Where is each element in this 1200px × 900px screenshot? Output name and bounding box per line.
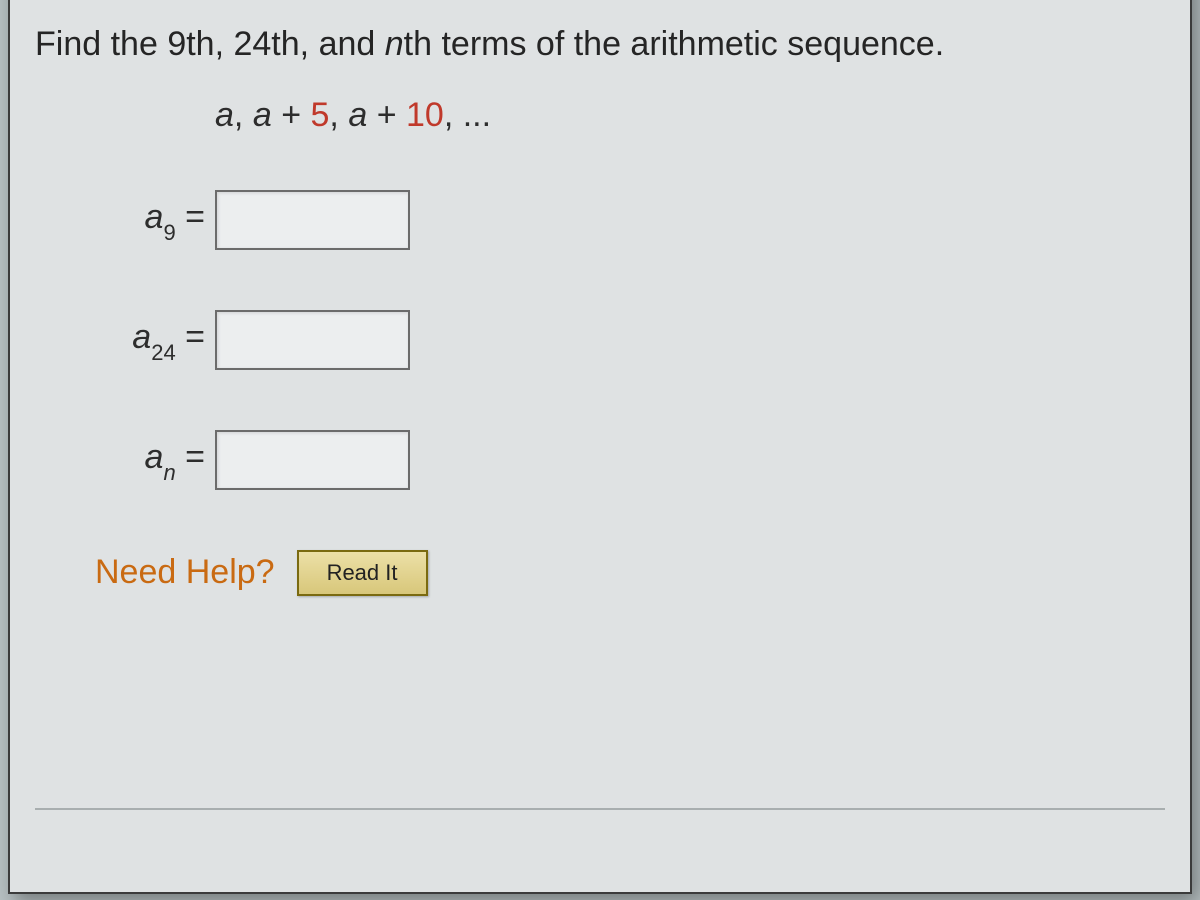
question-content: Find the 9th, 24th, and nth terms of the…	[35, 22, 1165, 596]
input-a9[interactable]	[215, 190, 410, 250]
seq-c2: ,	[329, 96, 348, 134]
input-a24[interactable]	[215, 310, 410, 370]
answer-row-a9: a9 =	[95, 190, 1165, 250]
seq-t3op: +	[367, 96, 406, 134]
q-ord1: 9th	[167, 25, 214, 63]
seq-t2a: a	[253, 96, 272, 134]
q-prefix: Find the	[35, 25, 167, 63]
seq-t1: a	[215, 96, 234, 134]
seq-t3inc: 10	[406, 96, 444, 134]
need-help-label: Need Help?	[95, 553, 275, 592]
label-an: an =	[95, 438, 215, 482]
section-divider	[35, 808, 1165, 810]
q-ord2: 24th	[233, 25, 299, 63]
sequence-display: a, a + 5, a + 10, ...	[215, 96, 1165, 135]
input-an[interactable]	[215, 430, 410, 490]
q-nth-suffix: th	[404, 25, 432, 63]
answer-row-a24: a24 =	[95, 310, 1165, 370]
label-a24: a24 =	[95, 318, 215, 362]
q-sep1: ,	[215, 25, 234, 63]
answers-block: a9 = a24 = an =	[95, 190, 1165, 490]
help-row: Need Help? Read It	[95, 550, 1165, 596]
seq-c1: ,	[234, 96, 253, 134]
seq-t3a: a	[348, 96, 367, 134]
seq-t2inc: 5	[311, 96, 330, 134]
read-it-button[interactable]: Read It	[297, 550, 428, 596]
answer-row-an: an =	[95, 430, 1165, 490]
question-text: Find the 9th, 24th, and nth terms of the…	[35, 22, 1165, 68]
seq-t2op: +	[272, 96, 311, 134]
q-n-var: n	[385, 25, 404, 63]
q-sep2: , and	[300, 25, 385, 63]
seq-ellipsis: ...	[463, 96, 491, 134]
question-panel: Find the 9th, 24th, and nth terms of the…	[8, 0, 1192, 894]
q-suffix: terms of the arithmetic sequence.	[432, 25, 944, 63]
label-a9: a9 =	[95, 198, 215, 242]
seq-c3: ,	[444, 96, 463, 134]
